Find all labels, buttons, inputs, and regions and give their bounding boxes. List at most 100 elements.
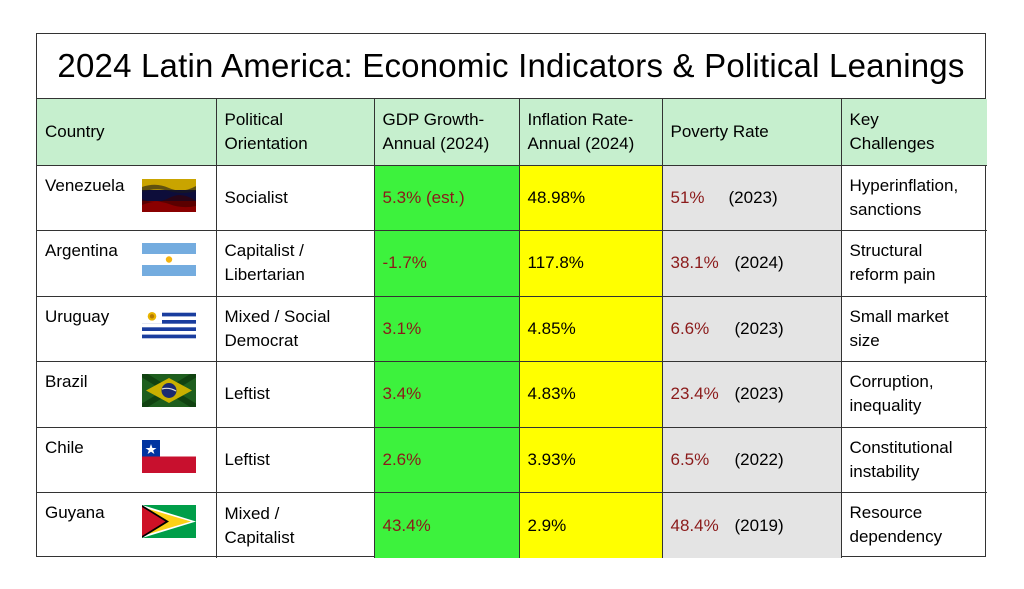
uruguay-flag-icon [142, 308, 196, 342]
inflation-rate-cell: 2.9% [518, 492, 663, 558]
header-challenges-line2: Challenges [849, 133, 935, 153]
political-line1: Mixed / [224, 503, 280, 523]
political-orientation-cell: Leftist [215, 426, 375, 493]
header-row: Country Political Orientation GDP Growth… [37, 99, 987, 166]
key-challenges-cell: Hyperinflation, sanctions [840, 164, 987, 231]
inflation-rate-cell: 3.93% [518, 426, 663, 493]
key-challenges-cell: Small market size [840, 295, 987, 362]
poverty-rate-year: (2023) [728, 187, 778, 207]
brazil-flag-icon [142, 374, 196, 407]
gdp-growth-cell: 3.4% [373, 361, 520, 428]
inflation-rate-cell: 4.83% [518, 361, 663, 428]
poverty-rate-value: 48.4% [670, 515, 719, 535]
poverty-rate-cell: 6.5% (2022) [661, 426, 842, 493]
poverty-rate-value: 38.1% [670, 253, 719, 273]
table-row: Venezuela Socialist 5.3% (est.) 48.98% 5… [37, 164, 987, 231]
venezuela-flag-icon [142, 178, 196, 212]
country-cell: Guyana [37, 492, 217, 558]
challenges-line2: reform pain [849, 265, 936, 284]
gdp-growth-cell: -1.7% [373, 230, 520, 297]
political-line2: Libertarian [224, 265, 305, 285]
political-orientation-cell: Mixed / Social Democrat [215, 295, 375, 362]
poverty-rate-value: 6.5% [670, 449, 710, 469]
poverty-rate-year: (2023) [734, 318, 784, 338]
header-political-line1: Political [224, 109, 284, 129]
country-cell: Venezuela [37, 164, 217, 231]
inflation-rate-cell: 4.85% [518, 295, 663, 362]
poverty-rate-value: 23.4% [670, 384, 719, 404]
poverty-rate-year: (2019) [734, 515, 784, 535]
key-challenges-cell: Structural reform pain [840, 230, 987, 297]
poverty-rate-year: (2023) [734, 384, 784, 404]
indicators-table: Country Political Orientation GDP Growth… [37, 99, 987, 558]
poverty-rate-cell: 51% (2023) [661, 164, 842, 231]
table-title: 2024 Latin America: Economic Indicators … [37, 34, 985, 99]
challenges-line2: instability [849, 461, 920, 481]
country-cell: Chile [37, 426, 217, 493]
chile-flag-icon [142, 439, 196, 473]
header-poverty: Poverty Rate [661, 99, 842, 166]
key-challenges-cell: Constitutional instability [840, 426, 987, 493]
political-orientation-cell: Leftist [215, 361, 375, 428]
political-orientation-cell: Capitalist / Libertarian [215, 230, 375, 297]
poverty-rate-value: 51% [670, 187, 705, 207]
indicators-table-frame: 2024 Latin America: Economic Indicators … [36, 33, 987, 558]
challenges-line2: inequality [849, 396, 922, 415]
gdp-growth-cell: 2.6% [373, 426, 520, 493]
header-inflation-line2: Annual (2024) [527, 133, 635, 153]
challenges-line1: Corruption, [849, 372, 934, 391]
header-country: Country [37, 99, 217, 166]
political-orientation-cell: Socialist [215, 164, 375, 231]
poverty-rate-cell: 6.6% (2023) [661, 295, 842, 362]
political-line1: Capitalist / [224, 241, 304, 261]
inflation-rate-cell: 48.98% [518, 164, 663, 231]
poverty-rate-cell: 23.4% (2023) [661, 361, 842, 428]
political-line1: Socialist [224, 187, 288, 207]
country-name: Argentina [45, 241, 118, 260]
poverty-rate-year: (2024) [734, 253, 784, 273]
header-political: Political Orientation [215, 99, 375, 166]
inflation-rate-cell: 117.8% [518, 230, 663, 297]
political-line1: Leftist [224, 449, 270, 469]
poverty-rate-year: (2022) [734, 449, 784, 469]
challenges-line1: Structural [849, 241, 923, 260]
poverty-rate-cell: 38.1% (2024) [661, 230, 842, 297]
country-cell: Brazil [37, 361, 217, 428]
poverty-rate-value: 6.6% [670, 318, 710, 338]
country-name: Chile [45, 437, 84, 457]
challenges-line2: sanctions [849, 199, 922, 219]
header-inflation-line1: Inflation Rate- [527, 109, 634, 129]
country-name: Guyana [45, 503, 105, 522]
header-inflation: Inflation Rate- Annual (2024) [518, 99, 663, 166]
table-row: Brazil Leftist 3.4% 4.83% 23.4% (2023) Co… [37, 361, 987, 428]
argentina-flag-icon [142, 243, 196, 276]
country-name: Venezuela [45, 175, 125, 195]
political-line1: Mixed / Social [224, 306, 331, 326]
country-cell: Argentina [37, 230, 217, 297]
political-line1: Leftist [224, 384, 270, 404]
challenges-line1: Resource [849, 503, 923, 522]
challenges-line2: dependency [849, 527, 943, 546]
table-row: Guyana Mixed / Capitalist 43.4% 2.9% 48.4… [37, 492, 987, 558]
header-political-line2: Orientation [224, 133, 308, 153]
table-row: Uruguay Mixed / Social Democrat 3.1% 4.85… [37, 295, 987, 362]
challenges-line1: Hyperinflation, [849, 175, 959, 195]
header-challenges-line1: Key [849, 109, 879, 129]
header-gdp: GDP Growth- Annual (2024) [373, 99, 520, 166]
table-row: Argentina Capitalist / Libertarian -1.7% … [37, 230, 987, 297]
challenges-line1: Small market [849, 306, 949, 326]
header-gdp-line1: GDP Growth- [382, 109, 485, 129]
political-orientation-cell: Mixed / Capitalist [215, 492, 375, 558]
poverty-rate-cell: 48.4% (2019) [661, 492, 842, 558]
gdp-growth-cell: 5.3% (est.) [373, 164, 520, 231]
key-challenges-cell: Resource dependency [840, 492, 987, 558]
gdp-growth-cell: 3.1% [373, 295, 520, 362]
country-name: Brazil [45, 372, 88, 391]
gdp-growth-cell: 43.4% [373, 492, 520, 558]
header-gdp-line2: Annual (2024) [382, 133, 490, 153]
political-line2: Democrat [224, 330, 299, 350]
table-row: Chile Leftist 2.6% 3.93% 6.5% (2022) Cons… [37, 426, 987, 493]
political-line2: Capitalist [224, 527, 295, 547]
header-challenges: Key Challenges [840, 99, 987, 166]
guyana-flag-icon [142, 505, 196, 538]
